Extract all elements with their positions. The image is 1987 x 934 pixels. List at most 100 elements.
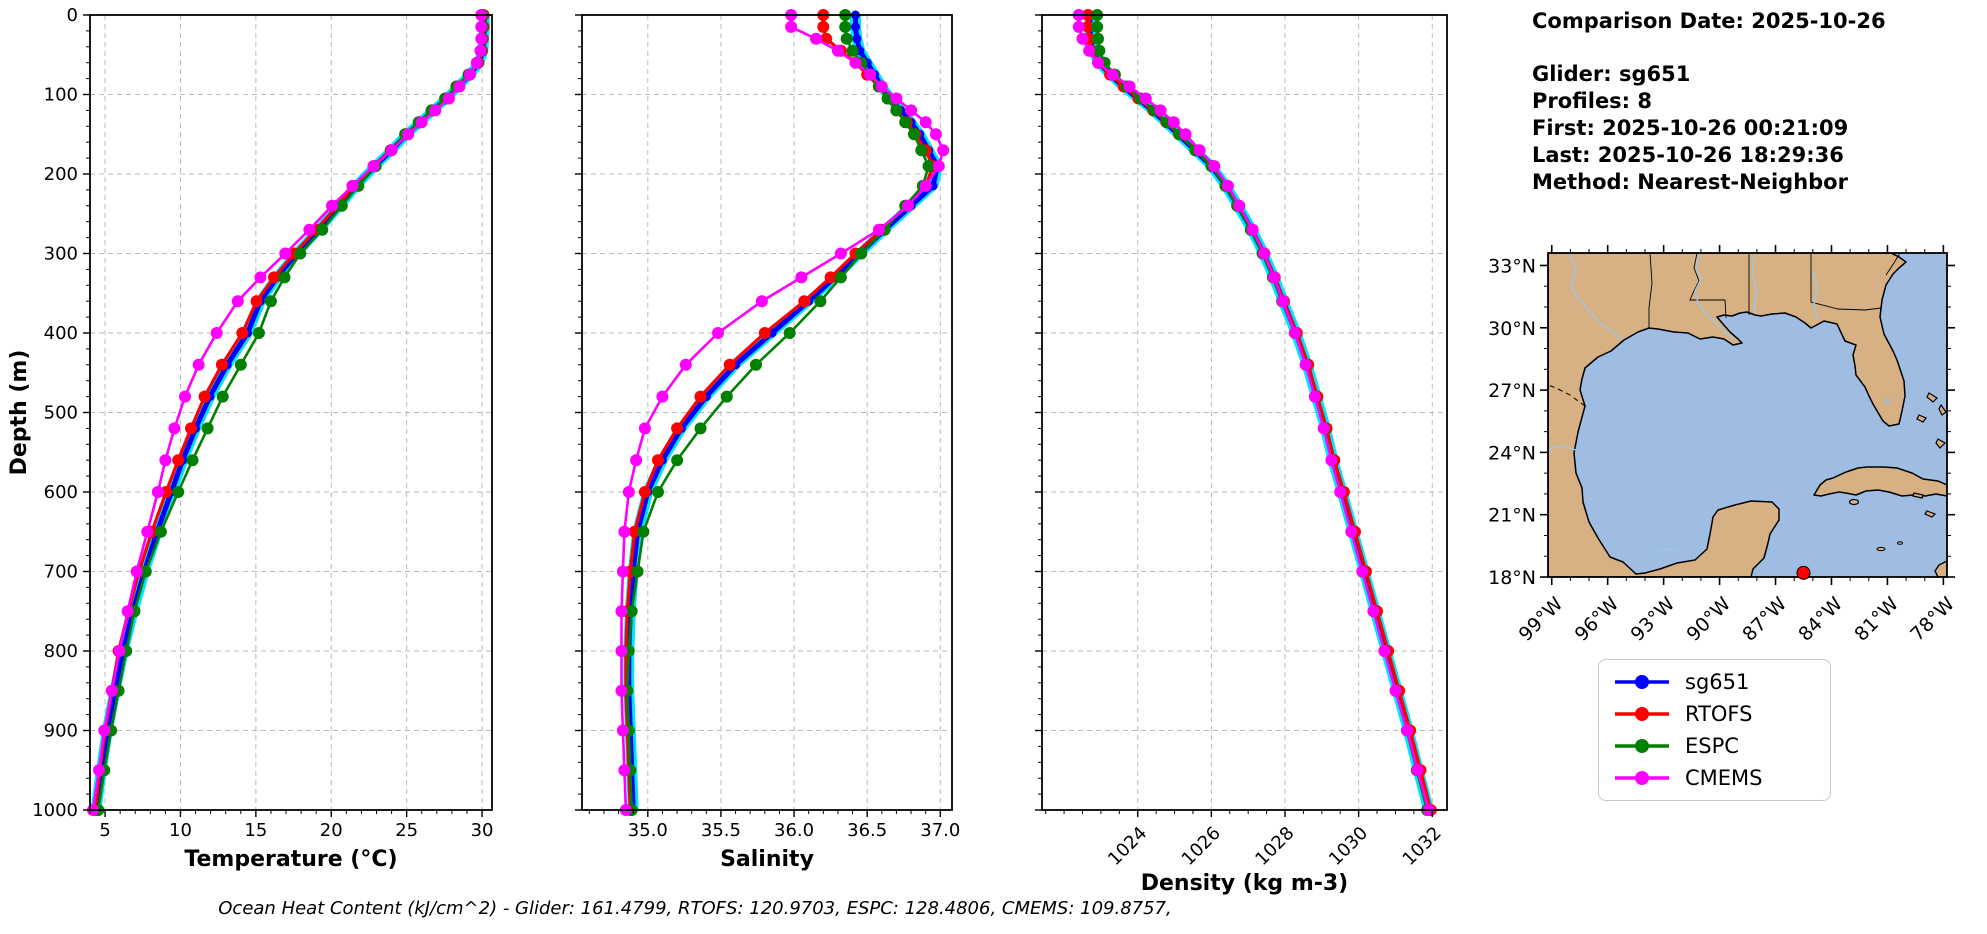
legend-label: CMEMS [1685,766,1763,790]
location-map: 33°N 30°N 27°N 24°N 21°N 18°N 99°W 96°W 93°W 90°W… [1488,245,1959,646]
tick-labels: 1024 1026 1028 1030 1032 [1104,823,1446,870]
bahamas-islands [1912,392,1947,518]
svg-text:0: 0 [67,5,78,26]
legend-entry-rtofs: RTOFS [1613,702,1830,726]
svg-text:36.0: 36.0 [774,820,814,841]
svg-text:1026: 1026 [1178,823,1225,870]
svg-text:300: 300 [44,244,78,265]
glider-position-marker [1796,565,1811,580]
svg-text:1030: 1030 [1325,823,1372,870]
svg-text:36.5: 36.5 [847,820,887,841]
legend-label: RTOFS [1685,702,1753,726]
info-gap [1532,35,1972,61]
svg-text:200: 200 [44,164,78,185]
lat-tick-label: 33°N [1488,255,1536,277]
svg-text:15: 15 [244,820,267,841]
svg-text:400: 400 [44,323,78,344]
mainland-landmass [1548,253,1907,577]
isla-juventud [1848,498,1860,506]
lat-tick-label: 24°N [1488,442,1536,464]
svg-text:600: 600 [44,482,78,503]
svg-text:20: 20 [320,820,343,841]
comparison-date: Comparison Date: 2025-10-26 [1532,9,1886,33]
legend-sample-line [1615,707,1669,721]
legend-label: sg651 [1685,670,1750,694]
hispaniola-corner [1934,560,1947,577]
info-panel: Comparison Date: 2025-10-26 Glider: sg65… [1532,8,1972,196]
series-group [87,9,490,816]
gulf-of-mexico-map: 33°N 30°N 27°N 24°N 21°N 18°N 99°W 96°W 93°W 90°W… [1488,245,1959,646]
rio-grande-border [1548,384,1586,407]
lon-tick-label: 93°W [1627,593,1680,646]
grid [582,14,952,811]
lon-tick-label: 96°W [1571,593,1624,646]
series-CMEMS [615,9,950,816]
panel-density: 1024 1026 1028 1030 1032 Density (kg m-3) [1035,9,1448,896]
state-borders [1648,253,1901,328]
legend: sg651 RTOFS ESPC CMEMS [1598,659,1831,801]
series-CMEMS [87,9,488,816]
svg-text:35.0: 35.0 [628,820,668,841]
lon-tick-label: 99°W [1515,593,1568,646]
legend-sample-line [1615,771,1669,785]
svg-text:30: 30 [471,820,494,841]
legend-entry-espc: ESPC [1613,734,1830,758]
lon-tick-label: 81°W [1850,593,1903,646]
last-profile-time: Last: 2025-10-26 18:29:36 [1532,143,1844,167]
grid [1042,14,1447,811]
map-frame [1547,252,1948,578]
svg-text:10: 10 [169,820,192,841]
cuba-island [1813,466,1947,497]
small-island [1897,541,1903,545]
panel-salinity: 35.0 35.5 36.0 36.5 37.0 Salinity [575,9,960,872]
svg-text:100: 100 [44,85,78,106]
lake-okeechobee [1883,397,1891,405]
svg-text:700: 700 [44,562,78,583]
axis-ticks [1035,14,1433,817]
svg-text:37.0: 37.0 [920,820,960,841]
lon-tick-label: 87°W [1738,593,1791,646]
x-axis-label: Salinity [720,847,814,872]
rivers [1548,253,1819,554]
x-axis-label: Density (kg m-3) [1141,871,1349,896]
lon-tick-label: 84°W [1794,593,1847,646]
profiles-count: Profiles: 8 [1532,89,1653,113]
svg-text:500: 500 [44,403,78,424]
legend-entry-cmems: CMEMS [1613,766,1830,790]
profile-plots: 5 10 15 20 25 3001002003004005006007008009001… [7,5,1448,896]
lat-tick-label: 18°N [1488,567,1536,589]
lon-tick-label: 90°W [1682,593,1735,646]
y-axis-label: Depth (m) [7,350,32,476]
svg-text:5: 5 [99,820,110,841]
tick-labels: 5 10 15 20 25 3001002003004005006007008009001… [32,5,493,841]
svg-text:800: 800 [44,641,78,662]
axis-ticks [575,14,942,817]
x-axis-label: Temperature (°C) [184,847,397,872]
svg-text:900: 900 [44,721,78,742]
lon-tick-label: 78°W [1906,593,1959,646]
series-group [615,9,950,816]
panel-temperature: 5 10 15 20 25 3001002003004005006007008009001… [7,5,494,872]
legend-sample-line [1615,675,1669,689]
svg-text:35.5: 35.5 [701,820,741,841]
legend-label: ESPC [1685,734,1739,758]
first-profile-time: First: 2025-10-26 00:21:09 [1532,116,1849,140]
legend-entry-sg651: sg651 [1613,670,1830,694]
series-group [1072,9,1437,816]
lat-tick-label: 30°N [1488,318,1536,340]
series-CMEMS [1072,9,1435,816]
legend-sample-line [1615,739,1669,753]
lat-tick-label: 27°N [1488,380,1536,402]
svg-text:25: 25 [395,820,418,841]
series-ESPC [621,9,935,816]
grid [90,14,492,811]
tick-labels: 35.0 35.5 36.0 36.5 37.0 [628,820,961,841]
lat-tick-label: 21°N [1488,505,1536,527]
cayman-islands [1876,546,1886,552]
svg-text:1024: 1024 [1104,823,1151,870]
glider-name: Glider: sg651 [1532,62,1691,86]
interpolation-method: Method: Nearest-Neighbor [1532,170,1848,194]
ocean-heat-content-text: Ocean Heat Content (kJ/cm^2) - Glider: 1… [218,898,1172,919]
svg-text:1028: 1028 [1251,823,1298,870]
